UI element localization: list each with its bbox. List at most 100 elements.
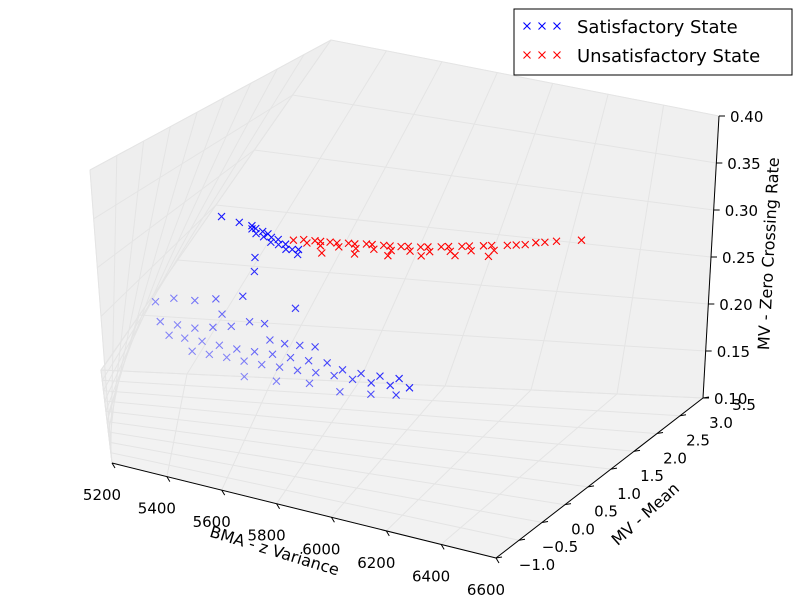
data-point xyxy=(386,381,395,390)
data-point xyxy=(334,243,343,251)
data-point xyxy=(293,366,302,375)
data-point xyxy=(151,297,160,306)
z-tick-label: 0.30 xyxy=(725,202,758,220)
data-point xyxy=(577,236,586,245)
z-grid-line xyxy=(93,94,717,220)
legend-marker xyxy=(538,51,546,59)
data-point xyxy=(198,337,206,346)
data-point xyxy=(268,350,277,359)
data-point xyxy=(357,369,365,378)
y-tick-label: 1.0 xyxy=(617,485,641,503)
y-tick-mark xyxy=(633,449,641,452)
data-point xyxy=(465,242,474,250)
data-point xyxy=(250,267,259,276)
data-point xyxy=(395,374,404,383)
data-point xyxy=(512,241,521,249)
data-point xyxy=(416,243,425,252)
data-point xyxy=(218,310,226,318)
z-grid-line xyxy=(89,39,720,171)
data-point xyxy=(222,353,231,362)
data-point xyxy=(335,387,344,396)
data-point xyxy=(406,247,414,256)
data-point xyxy=(531,238,540,247)
x-tick-mark xyxy=(276,503,281,509)
data-point xyxy=(238,292,247,301)
data-point xyxy=(367,390,375,399)
y-tick-label: −1.0 xyxy=(519,556,555,574)
y-tick-mark xyxy=(564,503,572,506)
legend-label-satisfactory: Satisfactory State xyxy=(577,17,738,38)
y-tick-mark xyxy=(518,538,526,541)
data-point xyxy=(437,242,446,251)
data-point xyxy=(405,383,414,392)
legend-marker xyxy=(553,22,561,30)
x-tick-label: 6400 xyxy=(412,567,450,585)
data-point xyxy=(235,218,244,227)
data-point xyxy=(295,341,304,350)
legend-marker xyxy=(538,22,546,30)
data-point xyxy=(251,253,259,262)
tick-labels: 5200 5400 5600 5800 6000 6200 6400 6600 −1.0−0.5… xyxy=(83,108,764,597)
z-grid-line xyxy=(100,204,712,317)
legend-marker-satisfactory xyxy=(523,22,561,30)
data-point xyxy=(384,251,392,260)
data-point xyxy=(323,358,332,367)
x-tick-mark xyxy=(385,530,390,537)
data-point xyxy=(317,249,326,257)
y-tick-label: 1.5 xyxy=(640,467,664,485)
data-point xyxy=(209,323,217,332)
data-point xyxy=(404,242,413,251)
z-tick-label: 0.40 xyxy=(730,108,763,126)
data-point xyxy=(274,240,283,249)
data-point xyxy=(190,324,199,333)
data-point xyxy=(245,317,254,326)
data-point xyxy=(280,339,289,348)
data-point xyxy=(424,243,432,251)
series-unsatisfactory xyxy=(289,235,586,261)
data-point xyxy=(232,345,241,353)
data-point xyxy=(282,245,290,254)
y-tick-label: 3.5 xyxy=(732,396,756,414)
z-tick-label: 0.10 xyxy=(714,390,747,408)
x-tick-mark xyxy=(221,489,226,496)
x-axis-line xyxy=(111,462,497,559)
data-point xyxy=(190,296,199,305)
x-tick-label: 5400 xyxy=(138,500,176,518)
y-axis-line xyxy=(495,397,704,559)
data-point xyxy=(293,250,302,259)
data-point xyxy=(303,239,311,247)
data-point xyxy=(217,212,226,221)
data-point xyxy=(350,240,359,248)
x-tick-label: 6200 xyxy=(357,554,395,572)
y-tick-mark xyxy=(495,556,503,559)
x-tick-mark xyxy=(495,557,500,564)
y-tick-label: 3.0 xyxy=(709,414,733,432)
legend-box xyxy=(513,8,793,76)
data-point xyxy=(392,391,401,399)
y-tick-mark xyxy=(541,520,549,523)
data-point xyxy=(344,239,353,248)
data-points xyxy=(151,212,586,399)
legend-marker-unsatisfactory xyxy=(523,51,561,59)
data-point xyxy=(252,229,260,238)
data-point xyxy=(338,365,347,374)
data-point xyxy=(286,353,295,362)
data-point xyxy=(425,247,434,256)
legend-marker xyxy=(523,22,531,30)
data-point xyxy=(397,242,405,251)
data-point xyxy=(205,350,214,359)
data-point xyxy=(521,240,530,249)
x-tick-mark xyxy=(166,476,171,482)
data-point xyxy=(240,372,249,381)
data-point xyxy=(311,368,320,377)
data-point xyxy=(291,304,300,313)
data-point xyxy=(333,239,341,247)
x-tick-label: 5800 xyxy=(248,527,286,545)
data-point xyxy=(367,379,376,387)
z-tick-label: 0.25 xyxy=(722,249,755,267)
data-point xyxy=(330,371,339,380)
x-tick-label: 6000 xyxy=(302,540,340,558)
data-point xyxy=(490,246,499,255)
y-tick-label: 2.5 xyxy=(686,432,710,450)
